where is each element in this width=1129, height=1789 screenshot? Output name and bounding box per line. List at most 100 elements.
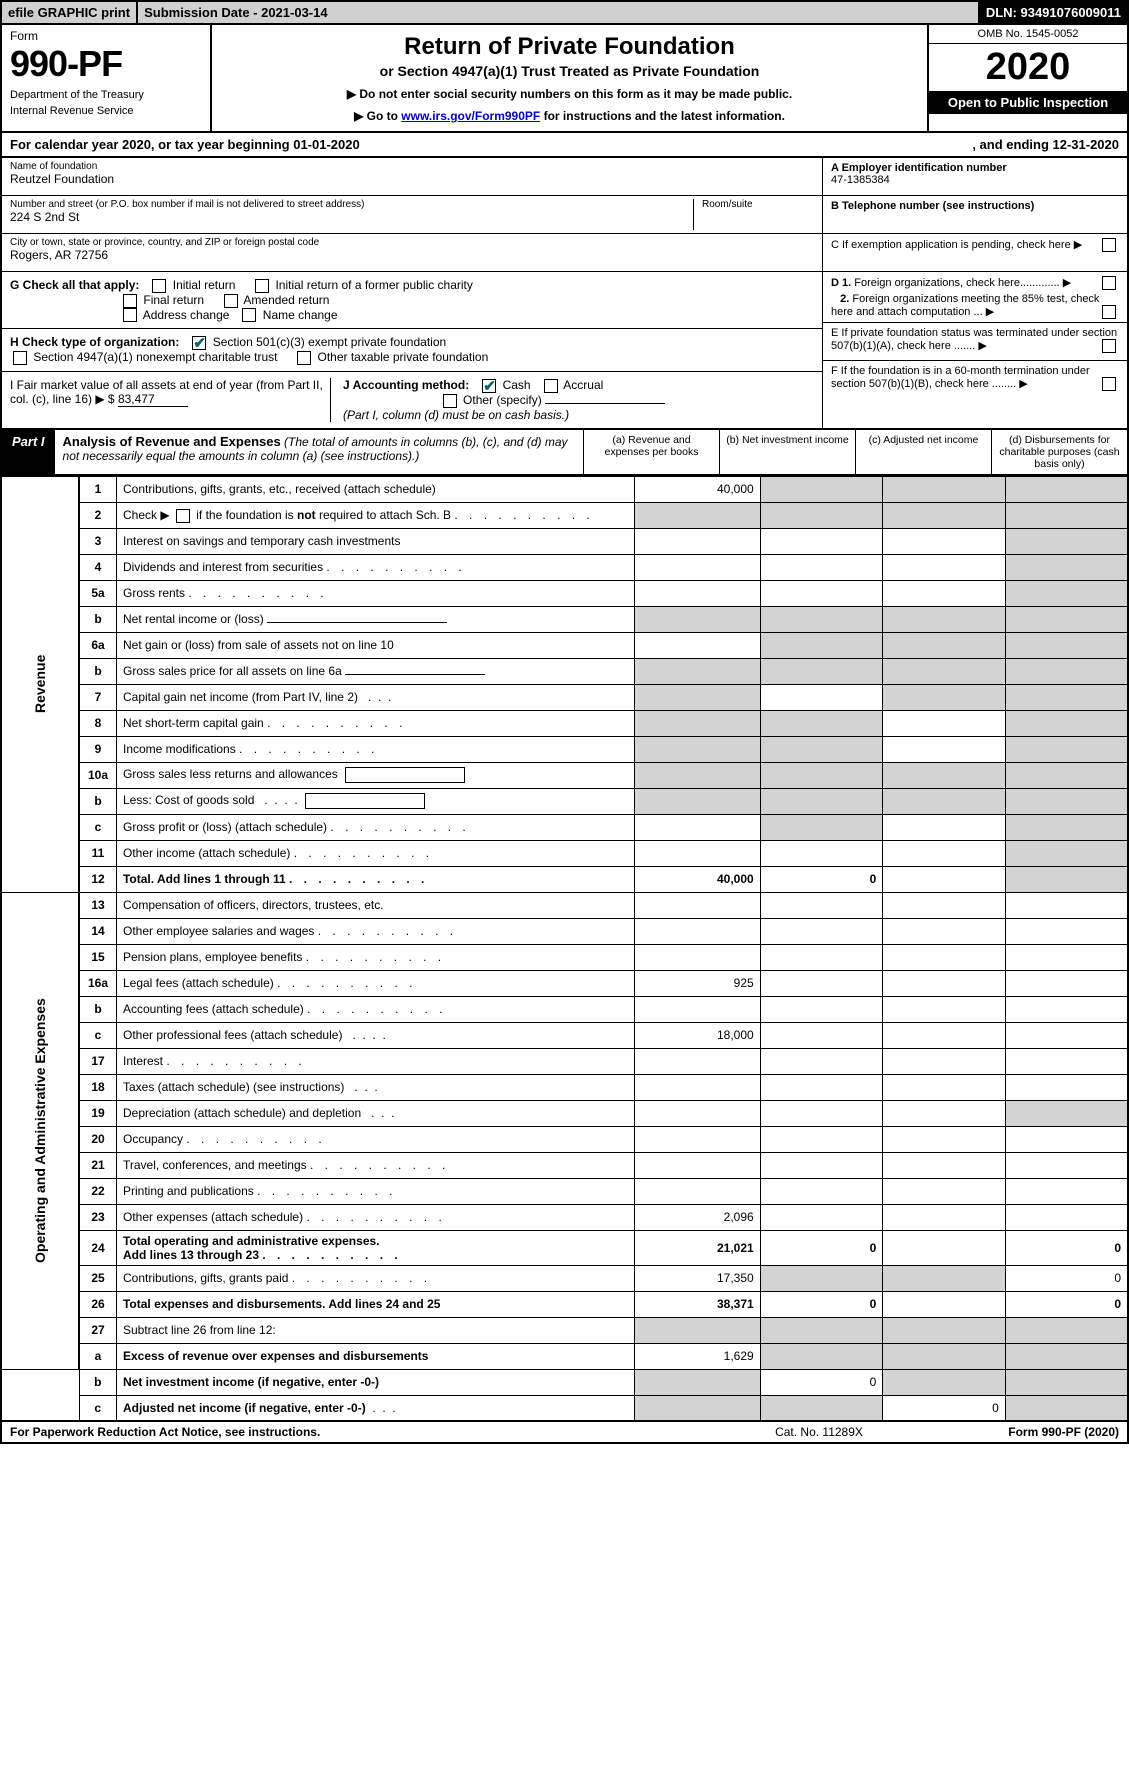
check-501c3[interactable]	[192, 336, 206, 350]
table-row: 6aNet gain or (loss) from sale of assets…	[1, 632, 1128, 658]
form-number: 990-PF	[10, 43, 202, 85]
efile-print-btn[interactable]: efile GRAPHIC print	[2, 2, 138, 23]
table-row: 9Income modifications	[1, 736, 1128, 762]
info-block: Name of foundation Reutzel Foundation Nu…	[0, 158, 1129, 430]
check-4947a1[interactable]	[13, 351, 27, 365]
table-row: 26Total expenses and disbursements. Add …	[1, 1291, 1128, 1317]
table-row: cOther professional fees (attach schedul…	[1, 1022, 1128, 1048]
d1-text: Foreign organizations, check here.......…	[854, 277, 1071, 289]
dln: DLN: 93491076009011	[980, 2, 1127, 23]
col-b-head: (b) Net investment income	[719, 430, 855, 474]
table-row: Operating and Administrative Expenses 13…	[1, 892, 1128, 918]
check-f[interactable]	[1102, 377, 1116, 391]
table-row: 22Printing and publications	[1, 1178, 1128, 1204]
omb-number: OMB No. 1545-0052	[929, 25, 1127, 44]
fmv-value: 83,477	[118, 392, 188, 407]
table-row: aExcess of revenue over expenses and dis…	[1, 1343, 1128, 1369]
table-row: 5aGross rents	[1, 580, 1128, 606]
table-row: 8Net short-term capital gain	[1, 710, 1128, 736]
check-name-change[interactable]	[242, 308, 256, 322]
table-row: 25Contributions, gifts, grants paid 17,3…	[1, 1265, 1128, 1291]
table-row: 2Check ▶ if the foundation is not requir…	[1, 502, 1128, 528]
open-to-public: Open to Public Inspection	[929, 91, 1127, 114]
row-g: G Check all that apply: Initial return I…	[2, 272, 822, 329]
table-row: 16aLegal fees (attach schedule) 925	[1, 970, 1128, 996]
tax-year: 2020	[929, 44, 1127, 91]
table-row: cAdjusted net income (if negative, enter…	[1, 1395, 1128, 1421]
table-row: 19Depreciation (attach schedule) and dep…	[1, 1100, 1128, 1126]
ssn-warning: ▶ Do not enter social security numbers o…	[224, 87, 915, 101]
ein-label: A Employer identification number	[831, 162, 1119, 174]
addr-label: Number and street (or P.O. box number if…	[10, 199, 685, 210]
part1-tab: Part I	[2, 430, 55, 474]
topbar: efile GRAPHIC print Submission Date - 20…	[0, 0, 1129, 25]
table-row: bGross sales price for all assets on lin…	[1, 658, 1128, 684]
check-address-change[interactable]	[123, 308, 137, 322]
c-label: C If exemption application is pending, c…	[831, 239, 1082, 251]
cat-no: Cat. No. 11289X	[719, 1425, 919, 1439]
calyear-end: , and ending 12-31-2020	[972, 137, 1119, 152]
revenue-sidelabel: Revenue	[1, 476, 79, 892]
table-row: 21Travel, conferences, and meetings	[1, 1152, 1128, 1178]
submission-date: Submission Date - 2021-03-14	[138, 2, 980, 23]
h-label: H Check type of organization:	[10, 335, 179, 349]
col-d-head: (d) Disbursements for charitable purpose…	[991, 430, 1127, 474]
table-row: bNet rental income or (loss)	[1, 606, 1128, 632]
paperwork-notice: For Paperwork Reduction Act Notice, see …	[10, 1425, 719, 1439]
expenses-sidelabel: Operating and Administrative Expenses	[1, 892, 79, 1369]
table-row: bAccounting fees (attach schedule)	[1, 996, 1128, 1022]
check-c[interactable]	[1102, 238, 1116, 252]
part1-header: Part I Analysis of Revenue and Expenses …	[0, 430, 1129, 476]
form-ref: Form 990-PF (2020)	[919, 1425, 1119, 1439]
row-i-j: I Fair market value of all assets at end…	[2, 372, 822, 428]
table-row: 18Taxes (attach schedule) (see instructi…	[1, 1074, 1128, 1100]
irs: Internal Revenue Service	[10, 105, 202, 117]
check-schb[interactable]	[176, 509, 190, 523]
other-method-line	[545, 403, 665, 404]
table-row: 7Capital gain net income (from Part IV, …	[1, 684, 1128, 710]
e-label: E If private foundation status was termi…	[831, 327, 1117, 352]
d2-text: Foreign organizations meeting the 85% te…	[831, 293, 1099, 318]
table-row: 17Interest	[1, 1048, 1128, 1074]
row-h: H Check type of organization: Section 50…	[2, 329, 822, 372]
check-accrual[interactable]	[544, 379, 558, 393]
check-initial-former[interactable]	[255, 279, 269, 293]
table-row: Revenue 1Contributions, gifts, grants, e…	[1, 476, 1128, 502]
table-row: 15Pension plans, employee benefits	[1, 944, 1128, 970]
check-d2[interactable]	[1102, 305, 1116, 319]
table-row: 12Total. Add lines 1 through 11 40,0000	[1, 866, 1128, 892]
ein-value: 47-1385384	[831, 174, 1119, 186]
check-d1[interactable]	[1102, 276, 1116, 290]
table-row: 27Subtract line 26 from line 12:	[1, 1317, 1128, 1343]
check-initial-return[interactable]	[152, 279, 166, 293]
part1-table: Revenue 1Contributions, gifts, grants, e…	[0, 476, 1129, 1423]
check-amended-return[interactable]	[224, 294, 238, 308]
check-other-method[interactable]	[443, 394, 457, 408]
form-subtitle: or Section 4947(a)(1) Trust Treated as P…	[224, 63, 915, 79]
city-label: City or town, state or province, country…	[10, 237, 814, 248]
table-row: 23Other expenses (attach schedule) 2,096	[1, 1204, 1128, 1230]
table-row: 20Occupancy	[1, 1126, 1128, 1152]
j-label: J Accounting method:	[343, 378, 469, 392]
table-row: 4Dividends and interest from securities	[1, 554, 1128, 580]
calyear-begin: For calendar year 2020, or tax year begi…	[10, 137, 972, 152]
check-e[interactable]	[1102, 339, 1116, 353]
table-row: 11Other income (attach schedule)	[1, 840, 1128, 866]
table-row: 10aGross sales less returns and allowanc…	[1, 762, 1128, 788]
table-row: 3Interest on savings and temporary cash …	[1, 528, 1128, 554]
table-row: bNet investment income (if negative, ent…	[1, 1369, 1128, 1395]
calendar-year-row: For calendar year 2020, or tax year begi…	[0, 133, 1129, 158]
table-row: bLess: Cost of goods sold . . . .	[1, 788, 1128, 814]
table-row: 14Other employee salaries and wages	[1, 918, 1128, 944]
room-label: Room/suite	[702, 199, 814, 210]
street-address: 224 S 2nd St	[10, 210, 685, 224]
instructions-link[interactable]: www.irs.gov/Form990PF	[401, 109, 540, 123]
check-final-return[interactable]	[123, 294, 137, 308]
goto-line: ▶ Go to www.irs.gov/Form990PF for instru…	[224, 109, 915, 123]
check-other-taxable[interactable]	[297, 351, 311, 365]
col-c-head: (c) Adjusted net income	[855, 430, 991, 474]
name-label: Name of foundation	[10, 161, 814, 172]
j-note: (Part I, column (d) must be on cash basi…	[343, 408, 569, 422]
city-state-zip: Rogers, AR 72756	[10, 248, 814, 262]
check-cash[interactable]	[482, 379, 496, 393]
